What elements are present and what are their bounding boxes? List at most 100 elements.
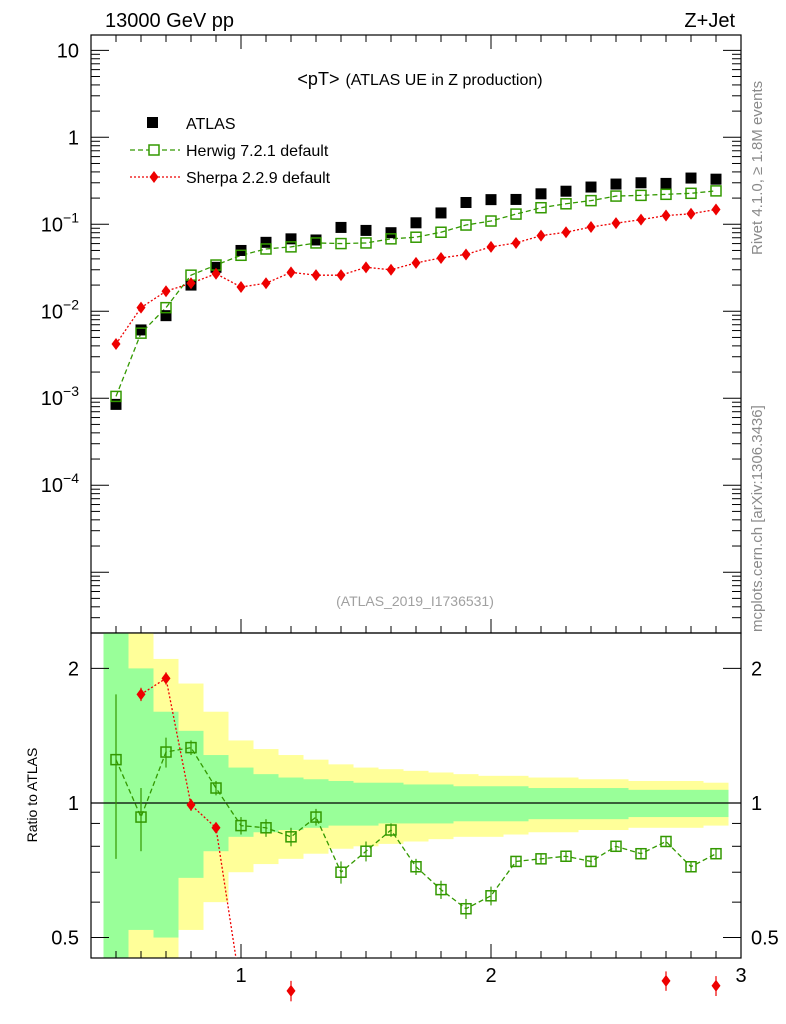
herwig-point: [710, 185, 722, 197]
herwig-ratio-point: [510, 855, 522, 868]
sherpa-point: [311, 269, 321, 282]
sherpa-point: [336, 269, 346, 282]
sherpa-ratio-point: [286, 984, 296, 997]
herwig-point: [560, 198, 572, 210]
band-green: [553, 788, 579, 820]
atlas-point: [135, 324, 147, 336]
herwig-ratio-point: [210, 782, 222, 794]
herwig-point: [410, 231, 422, 243]
sherpa-point: [211, 267, 221, 280]
atlas-point: [110, 398, 122, 410]
atlas-point: [210, 261, 222, 273]
sherpa-point: [161, 285, 171, 298]
atlas-point: [710, 173, 722, 185]
band-green: [528, 788, 554, 820]
atlas-point: [610, 178, 622, 190]
herwig-point: [285, 241, 297, 253]
herwig-ratio-point: [110, 753, 122, 766]
herwig-point: [485, 215, 497, 227]
atlas-point: [385, 227, 397, 239]
y-tick-label-main: 10: [57, 40, 79, 62]
sherpa-ratio-point: [186, 798, 196, 811]
herwig-point: [235, 249, 247, 262]
sherpa-point: [536, 229, 546, 242]
herwig-ratio-point: [460, 902, 472, 915]
sherpa-ratio-point: [711, 979, 721, 992]
sherpa-point: [561, 226, 571, 239]
atlas-point: [585, 181, 597, 193]
atlas-point: [560, 185, 572, 197]
herwig-point: [535, 201, 547, 214]
sherpa-line: [115, 208, 717, 345]
atlas-point: [335, 221, 347, 233]
sherpa-point: [636, 213, 646, 226]
herwig-ratio-point: [385, 824, 397, 836]
plot-title-main: <pT>: [297, 69, 339, 89]
herwig-ratio-point: [660, 835, 672, 848]
y-tick-label-main: 10−3: [41, 383, 79, 410]
atlas-point: [660, 177, 672, 189]
y-tick-label-main: 1: [68, 127, 79, 149]
band-green: [503, 786, 529, 822]
herwig-ratio-point: [485, 890, 497, 902]
sherpa-point: [386, 263, 396, 276]
atlas-point: [285, 233, 297, 245]
sherpa-point: [461, 248, 471, 261]
herwig-ratio-point: [635, 847, 647, 860]
y-tick-label-ratio-left: 2: [68, 658, 79, 680]
y-tick-label-main: 10−4: [41, 470, 79, 497]
sherpa-ratio-point: [661, 974, 671, 987]
legend: ATLAS Herwig 7.2.1 default Sherpa 2.2.9 …: [130, 116, 331, 187]
plot-subtitle: (ATLAS UE in Z production): [345, 72, 542, 89]
sherpa-point: [411, 256, 421, 269]
ratio-plot: Ratio to ATLAS 1 2 30.5 0.51 12 2: [24, 632, 779, 1002]
herwig-ratio-point: [435, 883, 447, 896]
band-green: [478, 786, 504, 822]
atlas-point: [685, 172, 697, 184]
sherpa-point: [236, 281, 246, 294]
sherpa-point: [711, 203, 721, 216]
y-tick-label-ratio-left: 1: [68, 793, 79, 815]
mcplots-label: mcplots.cern.ch [arXiv:1306.3436]: [749, 405, 766, 632]
herwig-ratio-point: [310, 811, 322, 823]
atlas-point: [160, 310, 172, 322]
main-plot: <pT> (ATLAS UE in Z production) (ATLAS_20…: [41, 34, 742, 634]
y-tick-label-main: 10−1: [41, 209, 79, 236]
energy-label: 13000 GeV pp: [105, 10, 234, 32]
band-green: [578, 788, 604, 820]
y-tick-label-main: 10−2: [41, 296, 79, 323]
herwig-point: [460, 219, 472, 231]
sherpa-point: [286, 266, 296, 279]
y-tick-label-ratio-right: 2: [751, 658, 762, 680]
band-green: [353, 782, 379, 826]
herwig-point: [510, 208, 522, 220]
sherpa-point: [136, 301, 146, 314]
plot-title: <pT> (ATLAS UE in Z production): [297, 69, 542, 89]
herwig-point: [360, 237, 372, 249]
sherpa-point: [361, 261, 371, 274]
band-green: [278, 777, 304, 831]
herwig-point: [110, 390, 122, 403]
herwig-point: [635, 189, 647, 202]
herwig-point: [135, 327, 147, 339]
atlas-point: [460, 196, 472, 208]
herwig-ratio-point: [185, 741, 197, 754]
band-green: [453, 786, 479, 822]
herwig-ratio-point: [610, 840, 622, 853]
sherpa-point: [111, 338, 121, 351]
band-green: [428, 784, 454, 824]
y-tick-label-ratio-right: 1: [751, 793, 762, 815]
analysis-label: (ATLAS_2019_I1736531): [336, 593, 494, 609]
sherpa-point: [436, 251, 446, 264]
herwig-ratio-point: [285, 831, 297, 843]
y-tick-label-ratio-right: 0.5: [751, 928, 779, 950]
band-green: [403, 784, 429, 824]
sherpa-ratio-point: [136, 688, 146, 701]
herwig-point: [335, 237, 347, 250]
herwig-ratio-point: [335, 866, 347, 878]
herwig-point: [260, 243, 272, 255]
herwig-point: [660, 188, 672, 201]
herwig-ratio-point: [260, 822, 272, 834]
atlas-point: [485, 194, 497, 206]
herwig-ratio-point: [685, 860, 697, 873]
